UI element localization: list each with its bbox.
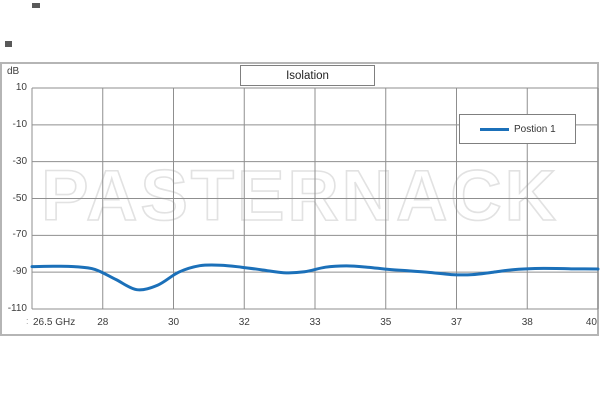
x-tick-label: 32 bbox=[238, 317, 250, 328]
legend-line-swatch bbox=[480, 127, 509, 131]
x-axis-first-tick-artifact: : bbox=[26, 316, 29, 326]
x-tick-label: 26.5 GHz bbox=[33, 317, 76, 328]
legend: Postion 1 bbox=[459, 114, 576, 144]
y-tick-label: -90 bbox=[12, 266, 27, 278]
x-tick-label: 30 bbox=[167, 317, 180, 328]
x-tick-label: 37 bbox=[450, 317, 463, 328]
legend-label: Postion 1 bbox=[514, 123, 556, 135]
y-tick-label: -70 bbox=[12, 229, 27, 241]
y-axis-unit-label: dB bbox=[7, 66, 20, 77]
x-tick-label: 33 bbox=[309, 317, 321, 328]
x-tick-label: 35 bbox=[380, 317, 392, 328]
x-tick-label: 38 bbox=[521, 317, 533, 328]
y-tick-label: -30 bbox=[12, 155, 27, 167]
watermark-text: PASTERNACK bbox=[40, 156, 559, 237]
series-line bbox=[30, 263, 600, 292]
y-tick-label: -50 bbox=[12, 192, 27, 204]
x-tick-label: 40 bbox=[585, 317, 597, 328]
chart-title-box: Isolation bbox=[240, 65, 375, 86]
chart-title: Isolation bbox=[286, 69, 329, 82]
x-tick-label: 28 bbox=[97, 317, 109, 328]
y-tick-label: -10 bbox=[12, 118, 27, 130]
artifact-mark bbox=[32, 3, 40, 8]
y-tick-label: 10 bbox=[15, 82, 27, 93]
y-tick-label: -110 bbox=[7, 303, 27, 314]
artifact-mark bbox=[5, 41, 12, 47]
